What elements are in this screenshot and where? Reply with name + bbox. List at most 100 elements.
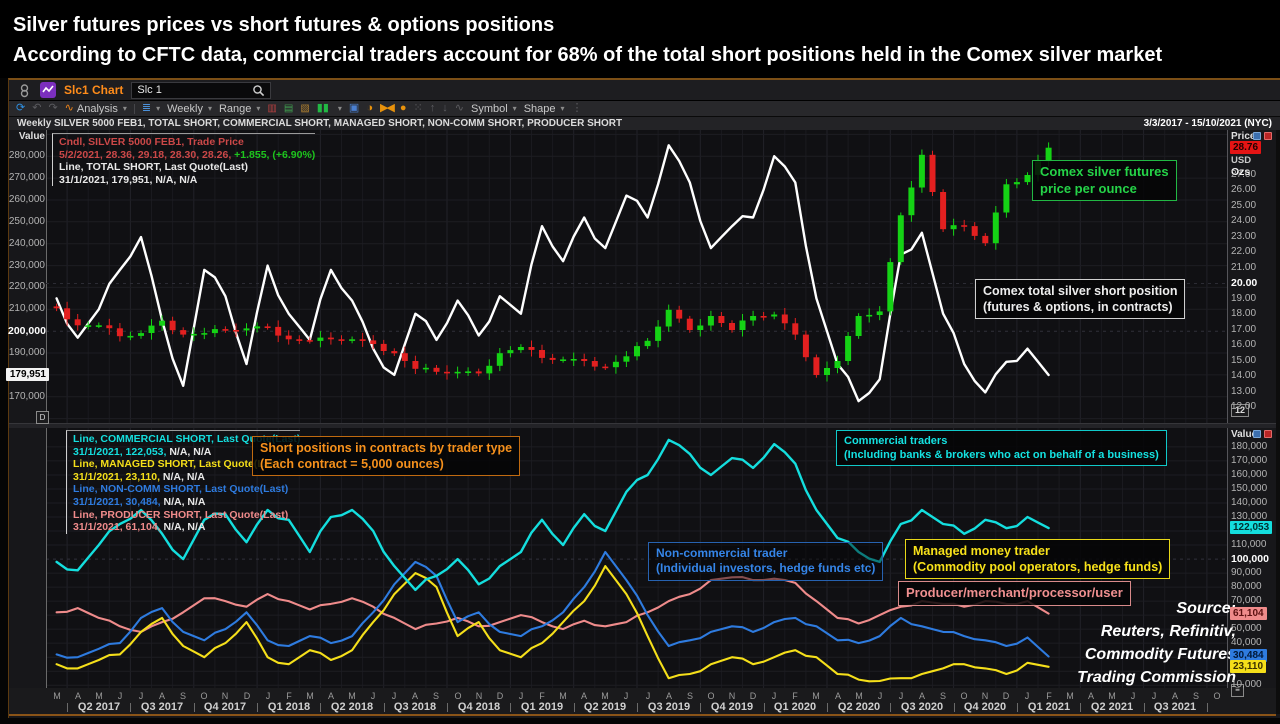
layers-icon: ≣ bbox=[141, 102, 152, 114]
redo-icon[interactable]: ↷ bbox=[48, 102, 58, 114]
legend-text: Cndl, SILVER 5000 FEB1, Trade Price bbox=[59, 136, 244, 148]
pane-maximize-icon[interactable] bbox=[1253, 132, 1261, 140]
window-bottom-border bbox=[9, 714, 1276, 716]
chart-app-icon[interactable] bbox=[40, 82, 56, 98]
pane-anchor-button[interactable]: D bbox=[36, 411, 49, 424]
top-right-axis-tick: 22.00 bbox=[1231, 246, 1257, 257]
refresh-icon[interactable]: ⟳ bbox=[16, 102, 26, 114]
legend-row: 31/1/2021, 30,484, N/A, N/A bbox=[73, 496, 300, 509]
move-down-icon[interactable]: ↓ bbox=[442, 102, 448, 114]
top-left-axis-tick: 260,000 bbox=[8, 194, 45, 205]
search-icon bbox=[253, 84, 265, 96]
month-label: M bbox=[53, 691, 61, 701]
quarter-separator bbox=[1017, 703, 1018, 712]
top-right-axis-unit-ozs: Ozs bbox=[1231, 166, 1251, 178]
top-left-axis-tick: 210,000 bbox=[8, 303, 45, 314]
top-right-axis-tick: 24.00 bbox=[1231, 215, 1257, 226]
analysis-menu[interactable]: ∿ Analysis ▾ bbox=[64, 102, 127, 115]
pane-maximize-icon[interactable] bbox=[1253, 430, 1261, 438]
volume-bars-icon[interactable]: ▮▮ bbox=[316, 102, 329, 114]
quarter-label: Q1 2018 bbox=[267, 701, 311, 713]
layers-menu[interactable]: ≣ ▾ bbox=[141, 102, 161, 114]
pane-close-icon[interactable] bbox=[1264, 132, 1272, 140]
legend-row: 31/1/2021, 179,951, N/A, N/A bbox=[59, 174, 315, 187]
tab-chart-title[interactable]: Slc1 Chart bbox=[64, 83, 124, 97]
analysis-icon: ∿ bbox=[64, 102, 74, 114]
bottom-right-axis-tick: 100,000 bbox=[1231, 553, 1269, 565]
axis-menu-button[interactable]: ≡ bbox=[1231, 684, 1244, 697]
scrollbar-strip[interactable] bbox=[1276, 130, 1280, 714]
top-right-axis-tick: 25.00 bbox=[1231, 200, 1257, 211]
compare-icon[interactable]: ▶◀ bbox=[379, 102, 395, 114]
series-last-value-tag: 61,104 bbox=[1230, 607, 1267, 620]
bottom-right-axis-tick: 90,000 bbox=[1231, 567, 1262, 578]
link-icon[interactable] bbox=[17, 83, 32, 98]
pane-close-icon[interactable] bbox=[1264, 430, 1272, 438]
search-input[interactable]: Slc 1 bbox=[131, 81, 272, 99]
month-label: D bbox=[496, 691, 504, 701]
chart-type-line-icon[interactable]: ▧ bbox=[300, 103, 310, 114]
quarter-separator bbox=[194, 703, 195, 712]
top-left-axis-tick: 280,000 bbox=[8, 150, 45, 161]
chart-type-candle-icon[interactable]: ▥ bbox=[267, 103, 277, 114]
month-label: A bbox=[411, 691, 418, 701]
panel-divider[interactable] bbox=[9, 423, 1276, 428]
month-label: M bbox=[601, 691, 609, 701]
chart-type-ohlc-icon[interactable]: ▤ bbox=[283, 103, 294, 114]
quarter-separator bbox=[764, 703, 765, 712]
more-options-icon[interactable]: ⋮ bbox=[571, 102, 583, 114]
shape-menu[interactable]: Shape ▾ bbox=[523, 102, 565, 115]
month-label: J bbox=[877, 691, 883, 701]
month-label: S bbox=[179, 691, 186, 701]
month-label: J bbox=[645, 691, 651, 701]
month-label: J bbox=[771, 691, 777, 701]
legend-text: Line, TOTAL SHORT, Last Quote(Last) bbox=[59, 161, 249, 174]
annotation-managed-money: Managed money trader (Commodity pool ope… bbox=[905, 539, 1171, 579]
range-label: Range bbox=[218, 102, 252, 115]
top-left-axis-tick: 240,000 bbox=[8, 238, 45, 249]
x-axis bbox=[9, 688, 1276, 714]
quarter-separator bbox=[954, 703, 955, 712]
price-chart-canvas[interactable] bbox=[46, 130, 1228, 423]
series-last-value-tag: 122,053 bbox=[1230, 521, 1273, 534]
top-left-axis-tick: 200,000 bbox=[8, 325, 46, 337]
top-right-axis-tick: 19.00 bbox=[1231, 293, 1257, 304]
quarter-separator bbox=[890, 703, 891, 712]
move-up-icon[interactable]: ↑ bbox=[429, 102, 436, 114]
month-label: M bbox=[855, 691, 863, 701]
grid-icon[interactable]: ⁙ bbox=[413, 102, 423, 114]
zigzag-icon[interactable]: ∿ bbox=[454, 102, 464, 114]
month-label: O bbox=[1213, 691, 1221, 701]
quarter-label: Q4 2020 bbox=[963, 701, 1007, 713]
quarter-separator bbox=[130, 703, 131, 712]
panel-layout-icon[interactable]: ▣ bbox=[348, 102, 360, 114]
legend-row: 31/1/2021, 23,110, N/A, N/A bbox=[73, 471, 300, 484]
top-right-axis-tick: 13.00 bbox=[1231, 386, 1257, 397]
bottom-pane-controls bbox=[1253, 430, 1272, 438]
alert-icon[interactable]: ● bbox=[399, 102, 407, 114]
month-label: O bbox=[707, 691, 715, 701]
bottom-right-axis-tick: 80,000 bbox=[1231, 581, 1262, 592]
quarter-separator bbox=[1144, 703, 1145, 712]
top-right-axis-unit-usd: USD bbox=[1231, 155, 1252, 166]
month-label: D bbox=[1002, 691, 1010, 701]
quarter-separator bbox=[510, 703, 511, 712]
search-value: Slc 1 bbox=[137, 84, 162, 96]
frequency-menu[interactable]: Weekly ▾ bbox=[167, 102, 212, 115]
month-label: O bbox=[454, 691, 462, 701]
legend-text: Line, PRODUCER SHORT, Last Quote(Last) bbox=[73, 508, 289, 521]
symbol-menu[interactable]: Symbol ▾ bbox=[470, 102, 517, 115]
month-label: N bbox=[221, 691, 229, 701]
undo-icon[interactable]: ↶ bbox=[32, 102, 42, 114]
month-label: N bbox=[475, 691, 483, 701]
range-menu[interactable]: Range ▾ bbox=[218, 102, 261, 115]
legend-text: Line, MANAGED SHORT, Last Quote(Last) bbox=[73, 458, 283, 471]
annotation-producer: Producer/merchant/processor/user bbox=[898, 581, 1131, 606]
positions-chart-canvas[interactable] bbox=[46, 428, 1228, 688]
top-left-axis-tick: 220,000 bbox=[8, 281, 45, 292]
top-right-axis-tick: 16.00 bbox=[1231, 339, 1257, 350]
legend-row: Line, NON-COMM SHORT, Last Quote(Last) bbox=[73, 483, 300, 496]
session-icon[interactable]: ◑ bbox=[366, 102, 373, 114]
legend-text-extra: N/A, N/A bbox=[160, 470, 205, 483]
annotation-total-short: Comex total silver short position (futur… bbox=[975, 279, 1186, 319]
